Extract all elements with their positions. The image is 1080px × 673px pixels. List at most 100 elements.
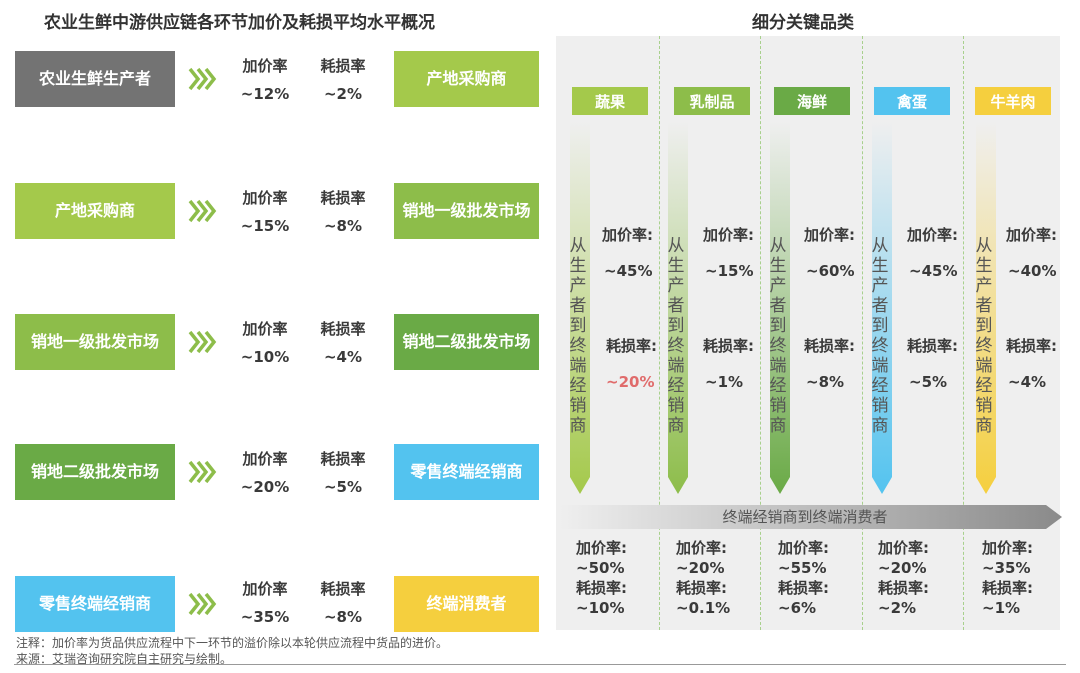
markup-label: 加价率	[242, 320, 288, 338]
vertical-flow-label: 从生产者到终端经销商	[667, 236, 685, 436]
loss-value-highlight: ~20%	[606, 373, 655, 391]
vertical-flow-label: 从生产者到终端经销商	[769, 236, 787, 436]
retail-markup-value: ~35%	[982, 559, 1031, 577]
retail-loss-value: ~2%	[878, 599, 917, 617]
category-badge-beef-mutton: 牛羊肉	[975, 87, 1051, 115]
stage-to-5: 终端消费者	[394, 576, 539, 632]
markup-value: ~12%	[240, 85, 290, 103]
markup-value: ~15%	[705, 262, 754, 280]
category-badge-vegetables-fruits: 蔬果	[572, 87, 648, 115]
chevron-arrow-icon	[188, 199, 217, 223]
retail-markup-value: ~20%	[676, 559, 725, 577]
loss-value: ~4%	[1008, 373, 1047, 391]
loss-value: ~2%	[323, 85, 363, 103]
stage-from-5: 零售终端经销商	[15, 576, 175, 632]
loss-label: 耗损率	[320, 320, 366, 338]
loss-value: ~8%	[323, 217, 363, 235]
retail-loss-value: ~6%	[778, 599, 817, 617]
down-arrow-icon	[668, 122, 688, 494]
loss-label: 耗损率	[320, 57, 366, 75]
chevron-arrow-icon	[188, 67, 217, 91]
retail-loss-value: ~1%	[982, 599, 1021, 617]
retail-markup-label: 加价率:	[878, 539, 929, 557]
loss-metric-2: 耗损率 ~8%	[308, 187, 378, 235]
markup-label: 加价率:	[703, 226, 754, 244]
retail-metrics-dairy: 加价率: ~20% 耗损率: ~0.1%	[676, 538, 730, 618]
retail-loss-label: 耗损率:	[982, 579, 1033, 597]
column-divider	[659, 36, 660, 630]
markup-label: 加价率	[242, 450, 288, 468]
markup-value: ~20%	[240, 478, 290, 496]
right-title: 细分关键品类	[752, 13, 854, 33]
stage-to-4: 零售终端经销商	[394, 444, 539, 500]
retail-markup-value: ~20%	[878, 559, 927, 577]
retail-markup-label: 加价率:	[778, 539, 829, 557]
retail-loss-value: ~0.1%	[676, 599, 731, 617]
retail-metrics-poultry-eggs: 加价率: ~20% 耗损率: ~2%	[878, 538, 929, 618]
retail-markup-label: 加价率:	[676, 539, 727, 557]
category-badge-seafood: 海鲜	[774, 87, 850, 115]
stage-to-2: 销地一级批发市场	[394, 183, 539, 239]
markup-label: 加价率	[242, 57, 288, 75]
vertical-flow-label: 从生产者到终端经销商	[569, 236, 587, 436]
chevron-arrow-icon	[188, 592, 217, 616]
markup-value: ~45%	[909, 262, 958, 280]
vertical-flow-label: 从生产者到终端经销商	[871, 236, 889, 436]
stage-from-3: 销地一级批发市场	[15, 314, 175, 370]
loss-label: 耗损率	[320, 580, 366, 598]
retail-metrics-beef-mutton: 加价率: ~35% 耗损率: ~1%	[982, 538, 1033, 618]
markup-metric-3: 加价率 ~10%	[230, 318, 300, 366]
markup-metric-1: 加价率 ~12%	[230, 55, 300, 103]
column-divider	[963, 36, 964, 630]
retail-markup-label: 加价率:	[982, 539, 1033, 557]
markup-metric-2: 加价率 ~15%	[230, 187, 300, 235]
loss-value: ~8%	[323, 608, 363, 626]
column-divider	[760, 36, 761, 630]
vertical-flow-label: 从生产者到终端经销商	[975, 236, 993, 436]
loss-label: 耗损率:	[703, 337, 754, 355]
markup-metric-5: 加价率 ~35%	[230, 578, 300, 626]
loss-value: ~5%	[909, 373, 948, 391]
markup-metric-4: 加价率 ~20%	[230, 448, 300, 496]
markup-label: 加价率:	[907, 226, 958, 244]
retail-loss-label: 耗损率:	[778, 579, 829, 597]
retail-loss-label: 耗损率:	[878, 579, 929, 597]
right-arrow-icon	[560, 505, 1062, 529]
stage-from-2: 产地采购商	[15, 183, 175, 239]
markup-value: ~35%	[240, 608, 290, 626]
chevron-arrow-icon	[188, 460, 217, 484]
markup-value: ~60%	[806, 262, 855, 280]
loss-metric-4: 耗损率 ~5%	[308, 448, 378, 496]
loss-label: 耗损率:	[907, 337, 958, 355]
markup-value: ~40%	[1008, 262, 1057, 280]
loss-label: 耗损率:	[1006, 337, 1057, 355]
stage-to-3: 销地二级批发市场	[394, 314, 539, 370]
loss-label: 耗损率	[320, 450, 366, 468]
stage-from-4: 销地二级批发市场	[15, 444, 175, 500]
source-note: 来源：艾瑞咨询研究院自主研究与绘制。	[16, 652, 233, 666]
loss-label: 耗损率:	[606, 337, 657, 355]
markup-label: 加价率:	[602, 226, 653, 244]
footnote: 注释：加价率为货品供应流程中下一环节的溢价除以本轮供应流程中货品的进价。	[16, 636, 449, 650]
loss-value: ~1%	[705, 373, 744, 391]
retail-markup-value: ~55%	[778, 559, 827, 577]
column-divider	[862, 36, 863, 630]
left-title: 农业生鲜中游供应链各环节加价及耗损平均水平概况	[44, 13, 435, 33]
loss-value: ~5%	[323, 478, 363, 496]
loss-metric-3: 耗损率 ~4%	[308, 318, 378, 366]
loss-metric-5: 耗损率 ~8%	[308, 578, 378, 626]
markup-value: ~45%	[604, 262, 653, 280]
retail-markup-label: 加价率:	[576, 539, 627, 557]
markup-label: 加价率	[242, 189, 288, 207]
down-arrow-icon	[976, 122, 996, 494]
loss-value: ~4%	[323, 348, 363, 366]
category-badge-dairy: 乳制品	[674, 87, 750, 115]
markup-label: 加价率:	[1006, 226, 1057, 244]
retail-loss-value: ~10%	[576, 599, 625, 617]
down-arrow-icon	[570, 122, 590, 494]
down-arrow-icon	[872, 122, 892, 494]
markup-value: ~10%	[240, 348, 290, 366]
retail-markup-value: ~50%	[576, 559, 625, 577]
stage-to-1: 产地采购商	[394, 51, 539, 107]
chevron-arrow-icon	[188, 330, 217, 354]
